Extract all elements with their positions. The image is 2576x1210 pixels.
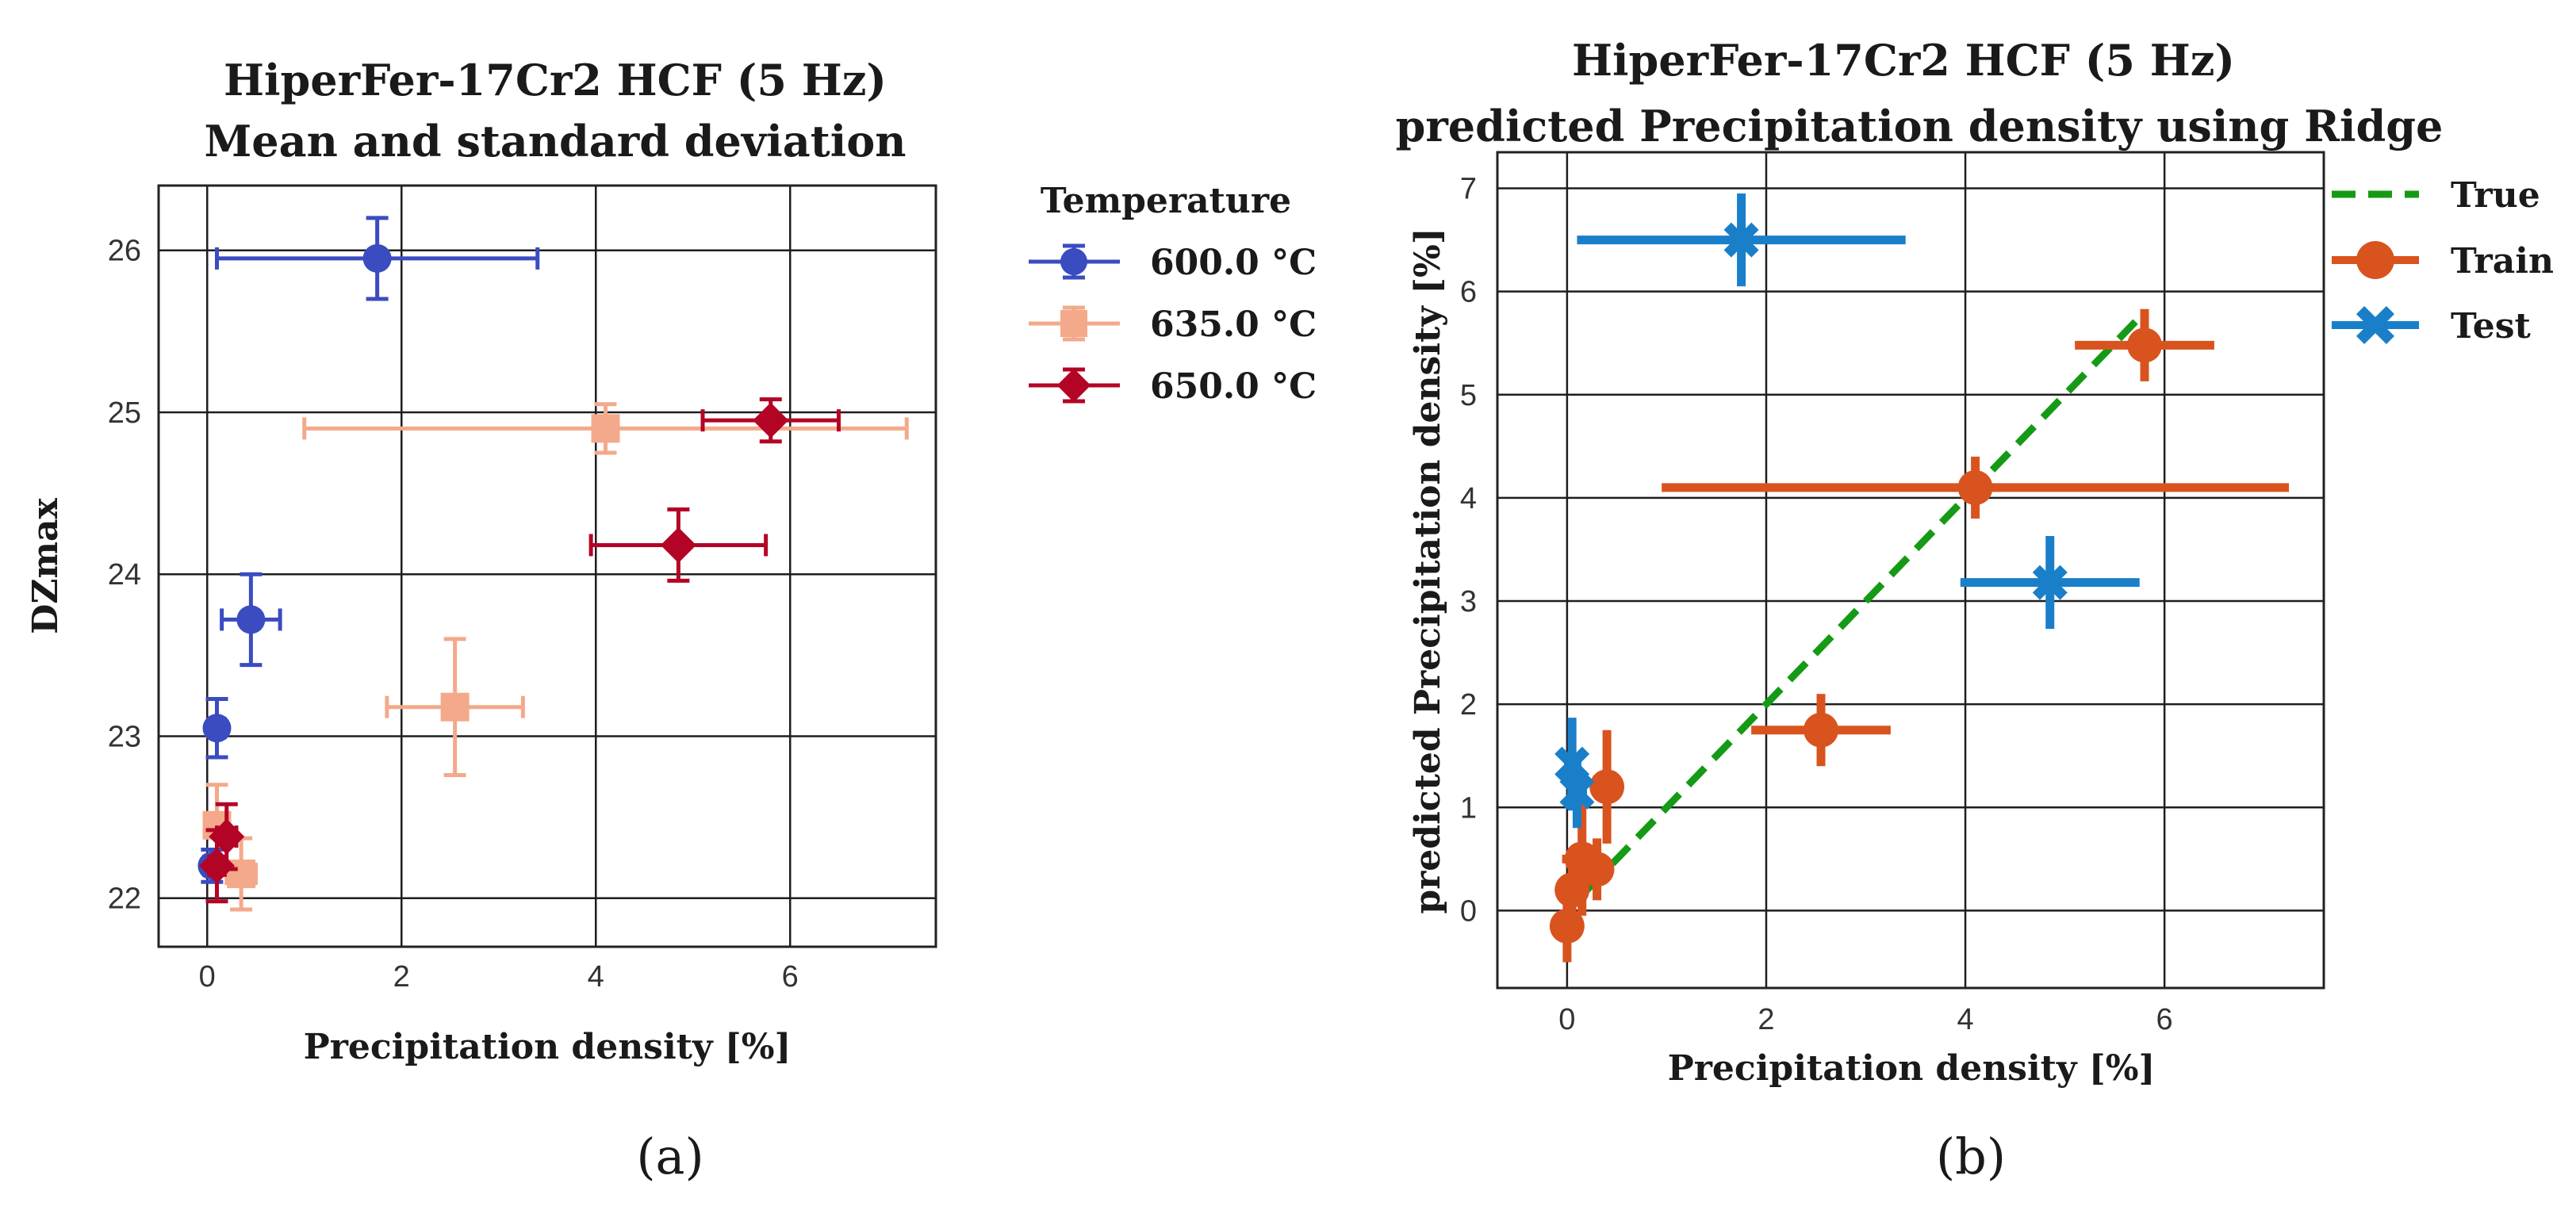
legend-label: 635.0 °C [1150,304,1317,345]
panel-b-caption: (b) [1936,1128,2006,1185]
panel-a-legend: Temperature 600.0 °C 635.0 °C 650.0 °C [1029,181,1317,407]
y-tick-label: 3 [1460,585,1477,618]
legend-entry-0: 600.0 °C [1029,243,1317,283]
series-635-0-c [202,402,909,912]
y-tick-label: 23 [108,720,141,753]
data-point [2032,565,2068,600]
y-tick-label: 26 [108,235,141,268]
legend-entry-test: Test [2332,306,2531,347]
panel-a-marks [197,216,909,912]
panel-b-marks [1549,193,2290,963]
panel-b-legend: True Train Test [2332,175,2554,347]
y-tick-label: 5 [1460,379,1477,412]
legend-label: 650.0 °C [1150,366,1317,407]
panel-b-title-line2: predicted Precipitation density using Ri… [1396,101,2444,151]
panel-b-title-line1: HiperFer-17Cr2 HCF (5 Hz) [1572,35,2235,86]
panel-a-legend-title: Temperature [1041,181,1291,221]
y-tick-label: 0 [1460,894,1477,928]
y-tick-label: 6 [1460,276,1477,309]
data-point [1723,222,1759,258]
data-point [1549,908,1585,944]
panel-b: HiperFer-17Cr2 HCF (5 Hz) predicted Prec… [1396,35,2554,1185]
y-tick-label: 4 [1460,482,1477,515]
data-point [362,243,392,273]
y-tick-label: 24 [108,558,141,592]
y-tick-label: 2 [1460,688,1477,722]
data-point [660,527,696,563]
data-point [1559,774,1595,810]
panel-a-title-line2: Mean and standard deviation [204,116,906,167]
data-point [1589,769,1625,805]
x-tick-label: 0 [1558,1003,1575,1036]
panel-a: HiperFer-17Cr2 HCF (5 Hz) Mean and stand… [25,55,1317,1185]
x-tick-label: 4 [588,960,604,994]
legend-entry-true: True [2332,175,2540,216]
panel-b-ticks: 0 2 4 6 0 1 2 3 4 5 6 7 [1460,173,2173,1036]
data-point [202,714,232,743]
data-point [1957,469,1993,505]
series-650-0-c [199,397,841,904]
legend-label: Test [2451,306,2531,347]
legend-entry-2: 650.0 °C [1029,366,1317,407]
x-tick-label: 6 [2156,1003,2173,1036]
legend-marker [1060,248,1087,275]
panel-b-grid [1497,152,2324,988]
panel-a-axes-frame [157,184,937,948]
legend-label: Train [2451,241,2554,281]
series-train [1549,308,2290,963]
legend-marker [2356,306,2394,344]
panel-a-grid [159,186,936,947]
panel-a-title-line1: HiperFer-17Cr2 HCF (5 Hz) [224,55,887,105]
legend-marker [1060,310,1087,337]
data-point [1554,872,1590,908]
data-point [236,605,266,634]
panel-b-xlabel: Precipitation density [%] [1668,1048,2156,1089]
panel-b-ylabel: predicted Precipitation density [%] [1408,228,1448,913]
data-point [1804,712,1839,748]
series-test [1554,193,2140,829]
legend-entry-train: Train [2332,241,2554,281]
legend-label: True [2451,175,2540,216]
legend-entry-1: 635.0 °C [1029,304,1317,345]
data-point [199,848,235,884]
panel-a-xlabel: Precipitation density [%] [304,1027,792,1067]
legend-marker [2356,241,2394,279]
legend-label: 600.0 °C [1150,243,1317,283]
data-point [1579,852,1615,887]
y-tick-label: 1 [1460,791,1477,825]
data-point [2127,327,2163,363]
data-point [591,414,620,443]
legend-marker [1056,368,1091,403]
x-tick-label: 2 [1758,1003,1774,1036]
data-point [753,402,789,438]
x-tick-label: 6 [782,960,799,994]
x-tick-label: 0 [199,960,216,994]
y-tick-label: 25 [108,396,141,430]
series-600-0-c [197,216,540,884]
data-point [440,692,470,722]
panel-a-caption: (a) [636,1128,703,1185]
panel-a-ylabel: DZmax [25,497,66,634]
true-line [1584,309,2148,893]
y-tick-label: 7 [1460,173,1477,206]
panel-b-axes-frame [1496,151,2325,990]
x-tick-label: 2 [393,960,410,994]
x-tick-label: 4 [1957,1003,1973,1036]
y-tick-label: 22 [108,883,141,916]
